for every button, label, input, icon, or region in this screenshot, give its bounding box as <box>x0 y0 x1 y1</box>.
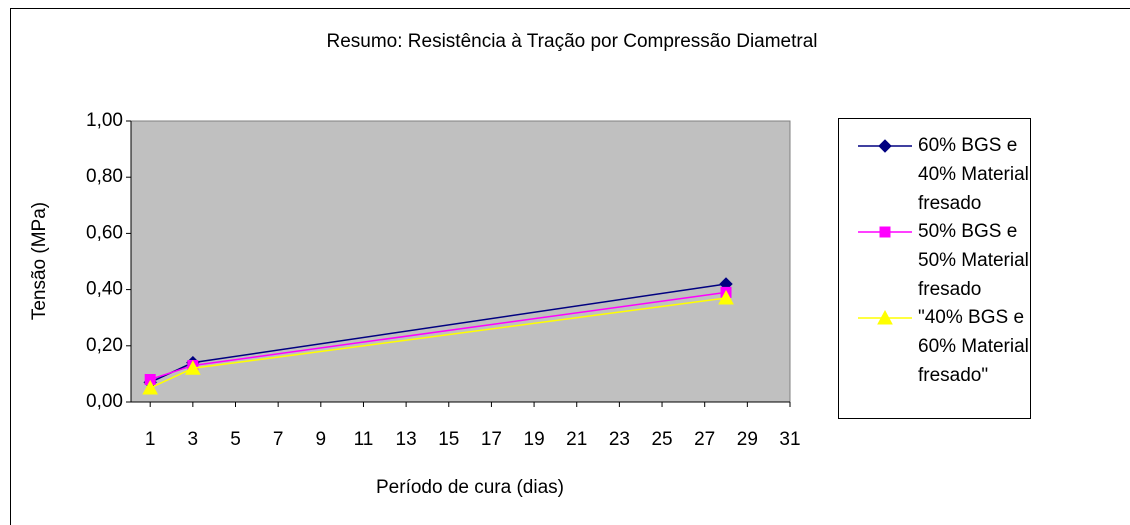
x-tick-label: 23 <box>609 429 630 450</box>
x-tick-label: 13 <box>396 429 417 450</box>
y-tick-label: 0,60 <box>86 222 123 243</box>
x-tick-label: 5 <box>230 429 241 450</box>
x-tick-label: 1 <box>145 429 156 450</box>
x-tick-label: 9 <box>316 429 327 450</box>
y-axis-label: Tensão (MPa) <box>29 202 50 320</box>
marker <box>144 374 156 386</box>
chart-title: Resumo: Resistência à Tração por Compres… <box>326 31 817 52</box>
marker <box>878 139 892 153</box>
marker <box>185 360 201 375</box>
x-tick-label: 17 <box>481 429 502 450</box>
legend-label: 50% BGS e 50% Material fresado <box>918 221 1029 300</box>
y-tick-label: 0,20 <box>86 335 123 356</box>
x-tick-label: 21 <box>566 429 587 450</box>
marker <box>718 289 734 305</box>
y-tick-label: 0,80 <box>86 166 123 187</box>
x-tick-label: 27 <box>694 429 715 450</box>
x-axis-label: Período de cura (dias) <box>376 477 564 498</box>
marker <box>877 309 893 325</box>
marker <box>879 226 891 238</box>
x-tick-label: 3 <box>188 429 199 450</box>
y-tick-label: 1,00 <box>86 110 123 131</box>
marker <box>142 379 159 395</box>
x-tick-label: 15 <box>438 429 459 450</box>
legend-box <box>838 118 1031 419</box>
x-tick-label: 25 <box>651 429 672 450</box>
x-tick-label: 19 <box>524 429 545 450</box>
y-tick-label: 0,00 <box>86 391 123 412</box>
x-tick-label: 29 <box>737 429 758 450</box>
x-tick-label: 11 <box>354 429 374 450</box>
x-tick-label: 31 <box>779 429 800 450</box>
y-tick-label: 0,40 <box>86 279 123 300</box>
legend-label: 60% BGS e 40% Material fresado <box>918 135 1029 214</box>
x-tick-label: 7 <box>273 429 284 450</box>
legend-label: "40% BGS e 60% Material fresado" <box>918 307 1029 386</box>
